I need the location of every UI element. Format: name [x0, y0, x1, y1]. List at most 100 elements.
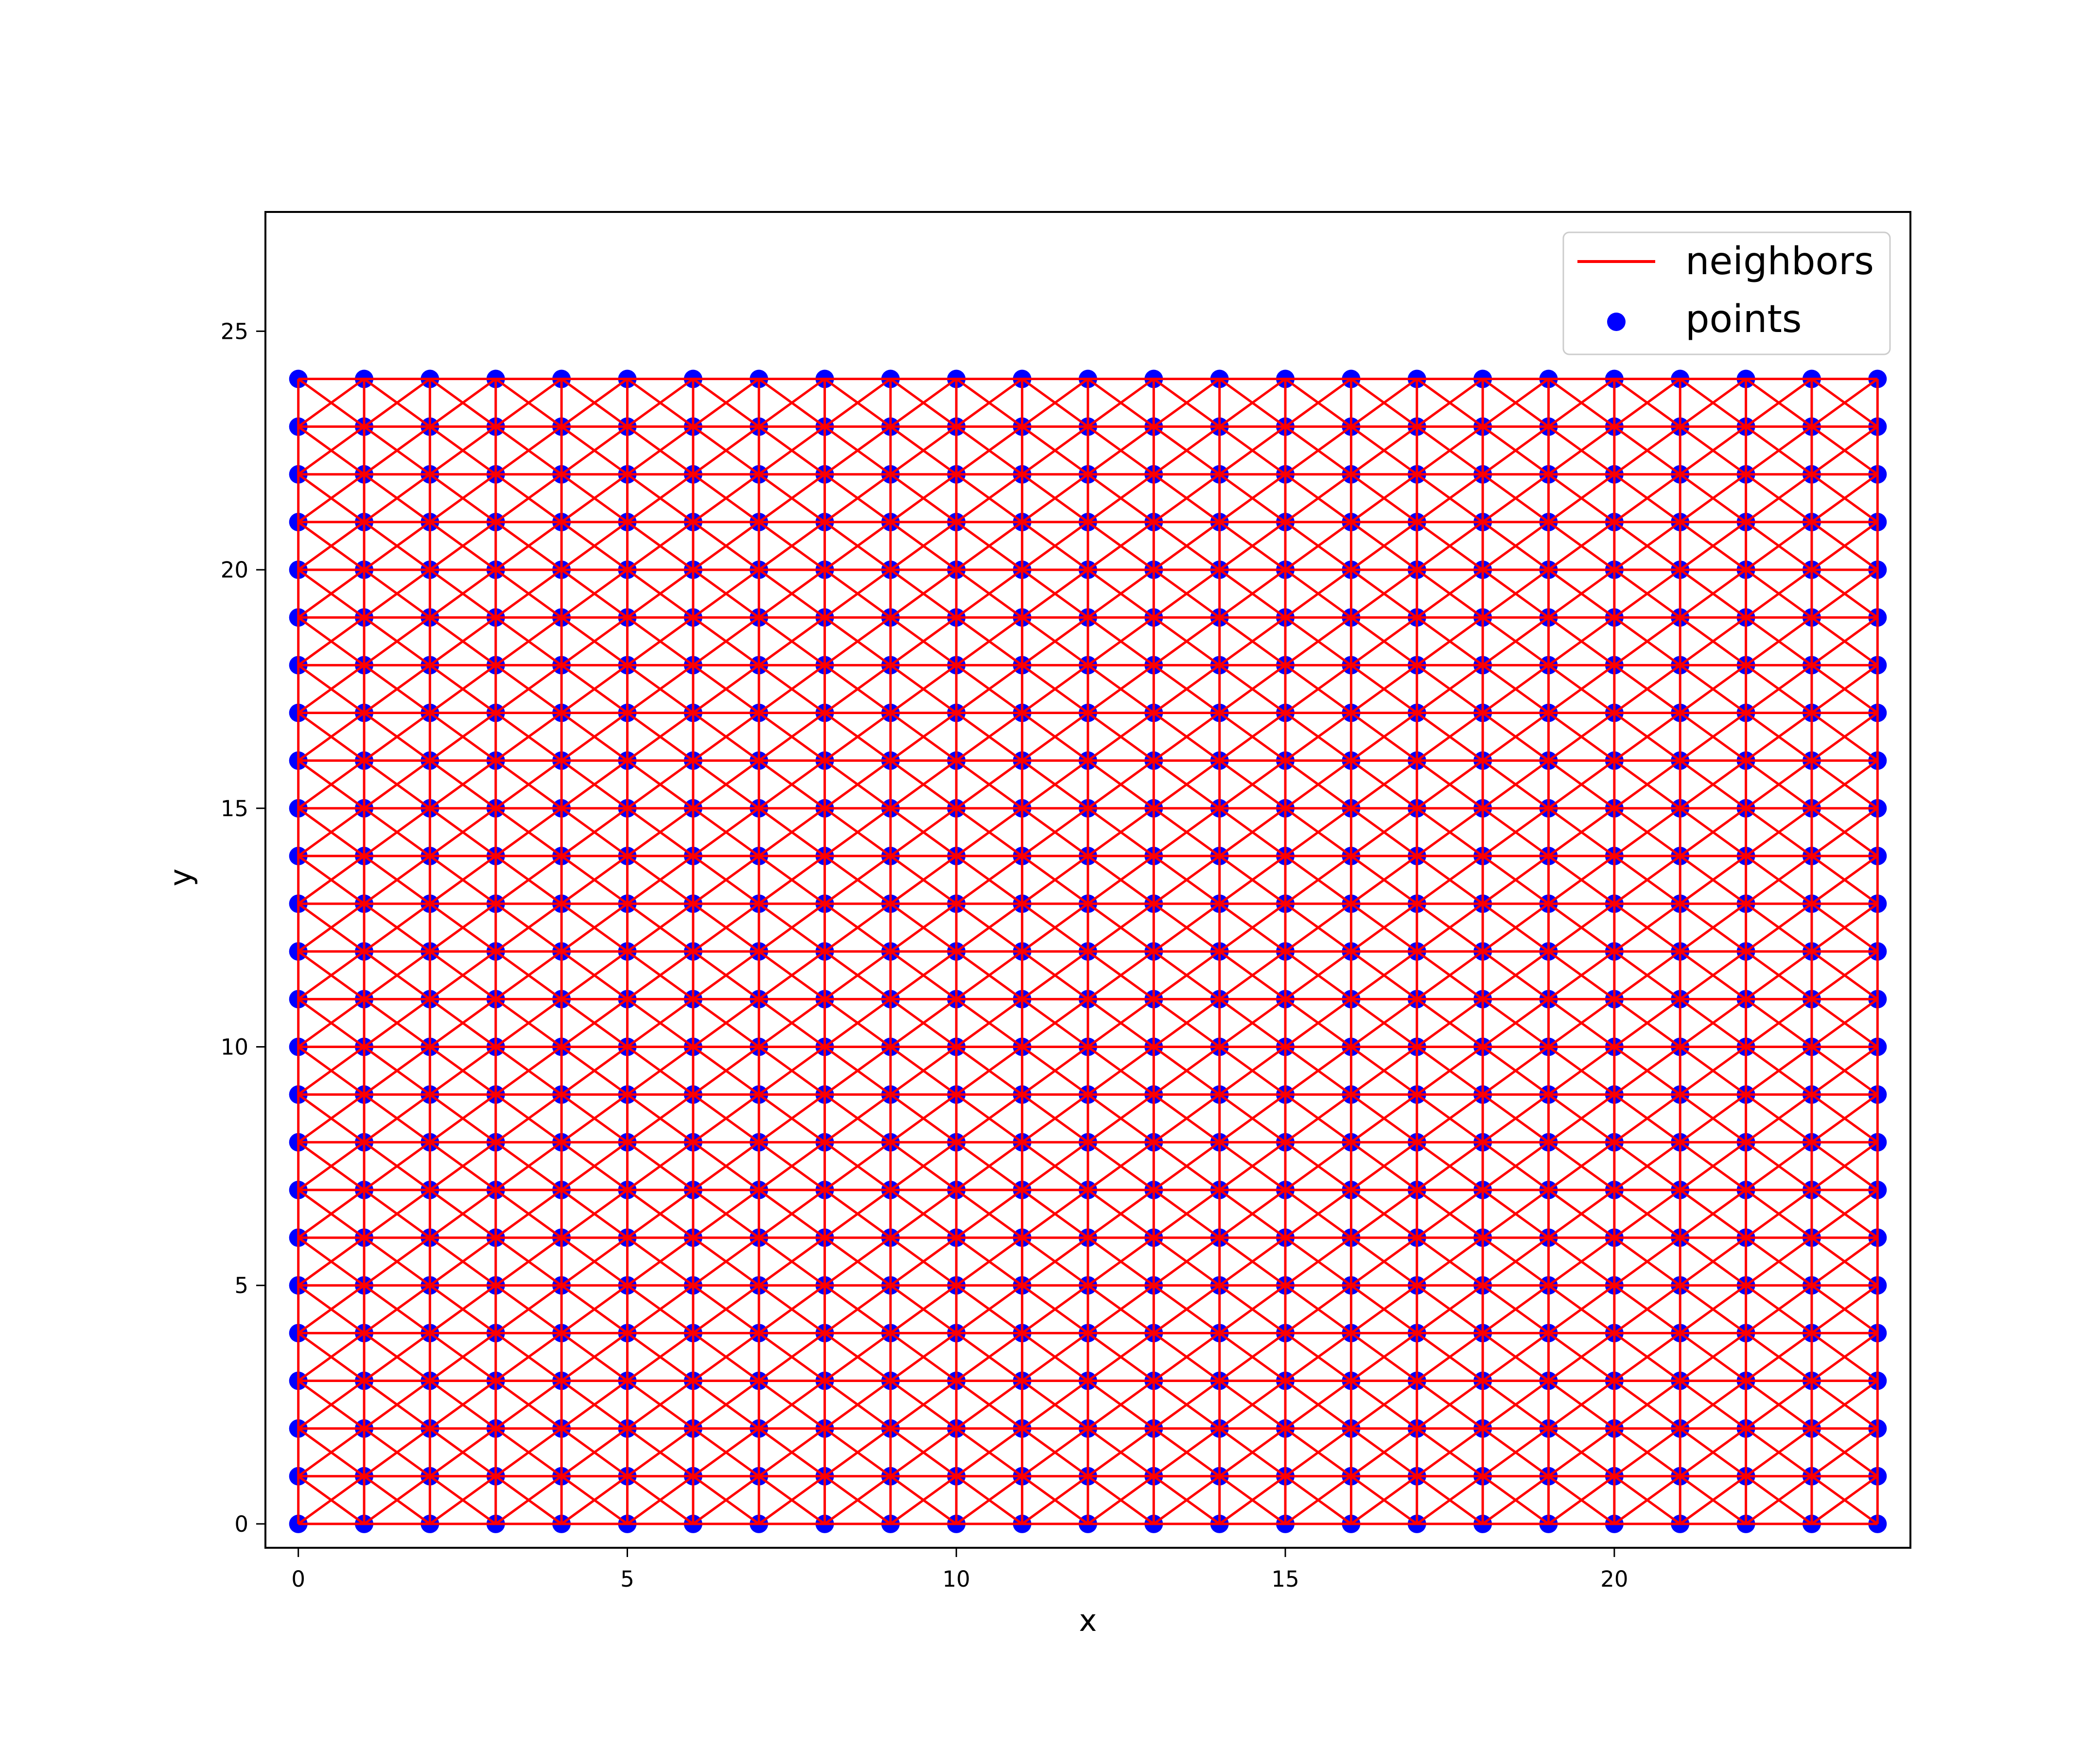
- neighbor-edge: [495, 1189, 562, 1239]
- neighbor-edge: [890, 998, 957, 1048]
- neighbor-edge: [495, 1237, 562, 1287]
- neighbor-edge: [1416, 903, 1484, 953]
- neighbor-edge: [955, 1380, 1023, 1430]
- neighbor-edge: [363, 521, 431, 571]
- neighbor-edge: [363, 950, 431, 1000]
- neighbor-edge: [1613, 1093, 1681, 1143]
- neighbor-edge: [1613, 1237, 1681, 1287]
- neighbor-edge: [1284, 807, 1352, 857]
- neighbor-edge: [627, 1475, 694, 1525]
- neighbor-edge: [363, 664, 431, 714]
- neighbor-edge: [1350, 759, 1418, 809]
- neighbor-edge: [1811, 950, 1878, 1000]
- neighbor-edge: [298, 855, 365, 905]
- neighbor-edge: [1219, 998, 1286, 1048]
- neighbor-edge: [560, 664, 628, 714]
- neighbor-edge: [429, 521, 497, 571]
- neighbor-edge: [824, 1380, 892, 1430]
- neighbor-edge: [1679, 998, 1747, 1048]
- neighbor-edge: [1548, 664, 1615, 714]
- neighbor-edge: [495, 807, 562, 857]
- neighbor-edge: [298, 378, 365, 428]
- neighbor-edge: [1219, 1284, 1286, 1334]
- neighbor-edge: [824, 1046, 892, 1096]
- neighbor-edge: [692, 903, 760, 953]
- neighbor-edge: [692, 855, 760, 905]
- neighbor-edge: [363, 616, 431, 666]
- neighbor-edge: [560, 1189, 628, 1239]
- neighbor-edge: [692, 1284, 760, 1334]
- neighbor-edge: [1482, 1093, 1549, 1143]
- neighbor-edge: [955, 1189, 1023, 1239]
- neighbor-edge: [1482, 569, 1549, 619]
- neighbor-edge: [1219, 855, 1286, 905]
- neighbor-edge: [1350, 807, 1418, 857]
- neighbor-edge: [627, 950, 694, 1000]
- neighbor-edge: [758, 1141, 826, 1191]
- neighbor-edge: [429, 616, 497, 666]
- neighbor-edge: [1219, 1427, 1286, 1477]
- neighbor-edge: [1416, 1141, 1484, 1191]
- neighbor-edge: [1548, 569, 1615, 619]
- neighbor-edge: [758, 998, 826, 1048]
- neighbor-edge: [1613, 1046, 1681, 1096]
- neighbor-edge: [298, 1284, 365, 1334]
- neighbor-edge: [298, 950, 365, 1000]
- neighbor-edge: [1745, 1189, 1813, 1239]
- neighbor-edge: [1811, 378, 1878, 428]
- neighbor-edge: [1153, 950, 1221, 1000]
- neighbor-edge: [298, 1427, 365, 1477]
- neighbor-edge: [1613, 855, 1681, 905]
- neighbor-edge: [1745, 521, 1813, 571]
- neighbor-edge: [429, 378, 497, 428]
- neighbor-edge: [758, 1093, 826, 1143]
- neighbor-edge: [495, 1284, 562, 1334]
- neighbor-edge: [298, 616, 365, 666]
- neighbor-edge: [298, 1332, 365, 1382]
- neighbor-edge: [429, 1332, 497, 1382]
- neighbor-edge: [1679, 903, 1747, 953]
- neighbor-edge: [298, 1093, 365, 1143]
- neighbor-edge: [1416, 1332, 1484, 1382]
- neighbor-edge: [758, 807, 826, 857]
- neighbor-edge: [1021, 1332, 1089, 1382]
- neighbor-edge: [890, 759, 957, 809]
- neighbor-edge: [298, 473, 365, 523]
- neighbor-edge: [955, 759, 1023, 809]
- neighbor-edge: [1087, 1046, 1155, 1096]
- neighbor-edge: [1087, 378, 1155, 428]
- neighbor-edge: [560, 712, 628, 762]
- y-tick-label: 5: [234, 1273, 248, 1298]
- neighbor-edge: [1350, 1141, 1418, 1191]
- neighbor-edge: [824, 1093, 892, 1143]
- neighbor-edge: [1021, 616, 1089, 666]
- neighbor-edge: [1416, 664, 1484, 714]
- neighbor-edge: [1153, 473, 1221, 523]
- neighbor-edge: [1745, 759, 1813, 809]
- neighbor-edge: [1416, 425, 1484, 475]
- neighbor-edge: [1087, 807, 1155, 857]
- neighbor-edge: [1350, 1189, 1418, 1239]
- neighbor-edge: [1482, 998, 1549, 1048]
- neighbor-edge: [1284, 521, 1352, 571]
- neighbor-edge: [1482, 1332, 1549, 1382]
- neighbor-edge: [1548, 807, 1615, 857]
- neighbor-edge: [1153, 1427, 1221, 1477]
- neighbor-edge: [1021, 425, 1089, 475]
- neighbor-edge: [1153, 807, 1221, 857]
- neighbor-edge: [363, 1427, 431, 1477]
- neighbor-edge: [955, 712, 1023, 762]
- neighbor-edge: [758, 1046, 826, 1096]
- neighbor-edge: [955, 1427, 1023, 1477]
- neighbor-edge: [1482, 1284, 1549, 1334]
- neighbor-edge: [1021, 521, 1089, 571]
- neighbor-edge: [1679, 473, 1747, 523]
- neighbor-edge: [890, 1427, 957, 1477]
- neighbor-edge: [1811, 569, 1878, 619]
- neighbor-edge: [1021, 1141, 1089, 1191]
- neighbor-edge: [1745, 950, 1813, 1000]
- neighbor-edge: [1811, 807, 1878, 857]
- neighbor-edge: [758, 425, 826, 475]
- neighbor-edge: [560, 616, 628, 666]
- neighbor-edge: [1613, 759, 1681, 809]
